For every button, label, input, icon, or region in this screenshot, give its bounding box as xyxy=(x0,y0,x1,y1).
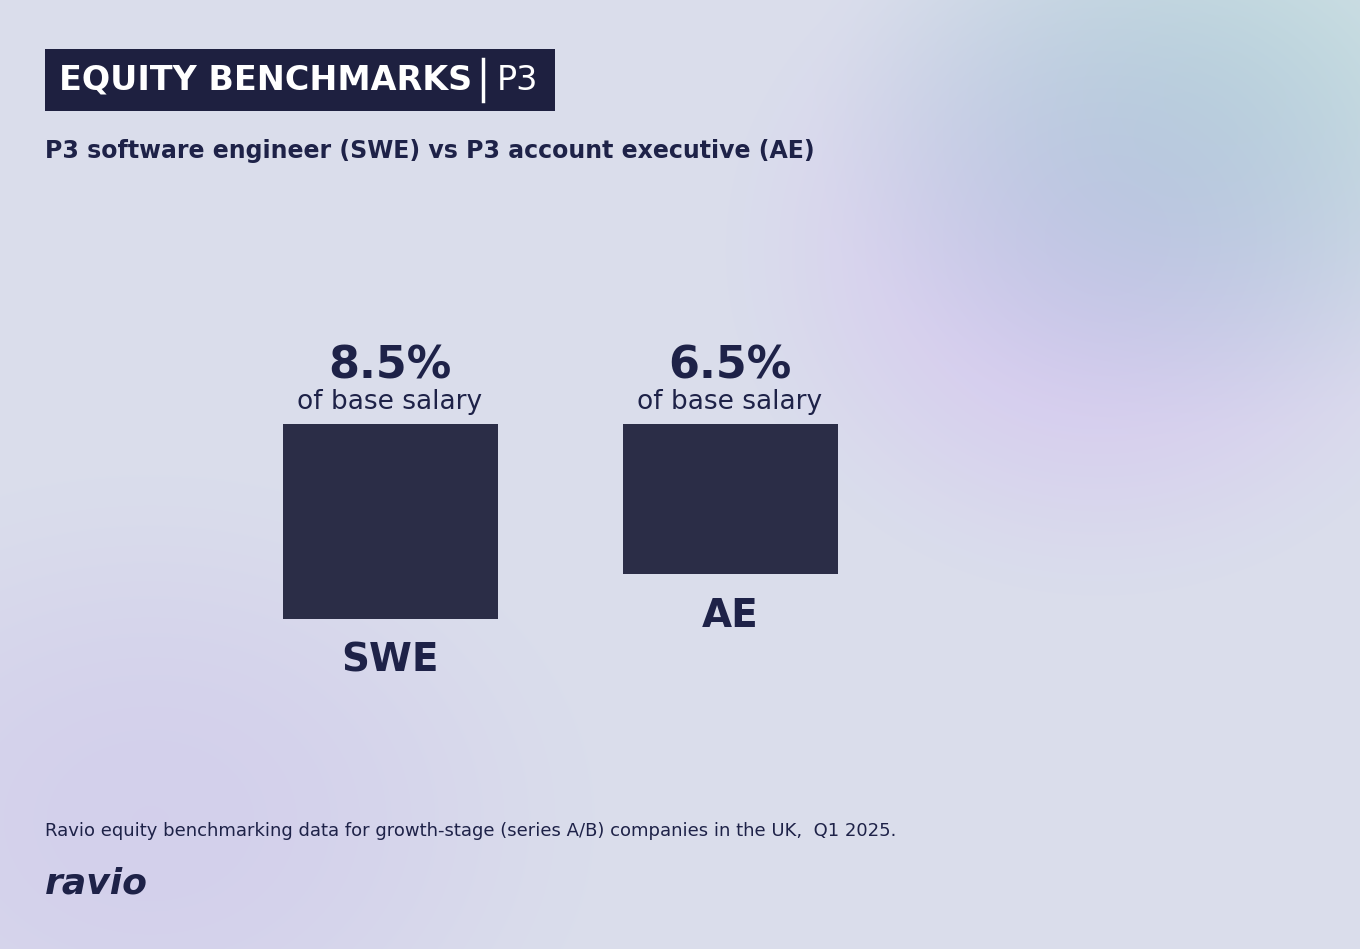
Text: SWE: SWE xyxy=(341,642,439,680)
Text: 8.5%: 8.5% xyxy=(328,344,452,387)
FancyBboxPatch shape xyxy=(623,424,838,574)
Text: EQUITY BENCHMARKS: EQUITY BENCHMARKS xyxy=(58,64,472,97)
Text: ravio: ravio xyxy=(45,867,148,901)
Text: of base salary: of base salary xyxy=(298,389,483,415)
FancyBboxPatch shape xyxy=(45,49,555,111)
Text: P3: P3 xyxy=(496,64,539,97)
FancyBboxPatch shape xyxy=(283,424,498,619)
Text: of base salary: of base salary xyxy=(638,389,823,415)
Text: Ravio equity benchmarking data for growth-stage (series A/B) companies in the UK: Ravio equity benchmarking data for growt… xyxy=(45,822,896,840)
Text: AE: AE xyxy=(702,597,759,635)
Text: P3 software engineer (SWE) vs P3 account executive (AE): P3 software engineer (SWE) vs P3 account… xyxy=(45,139,815,163)
Text: 6.5%: 6.5% xyxy=(668,344,792,387)
